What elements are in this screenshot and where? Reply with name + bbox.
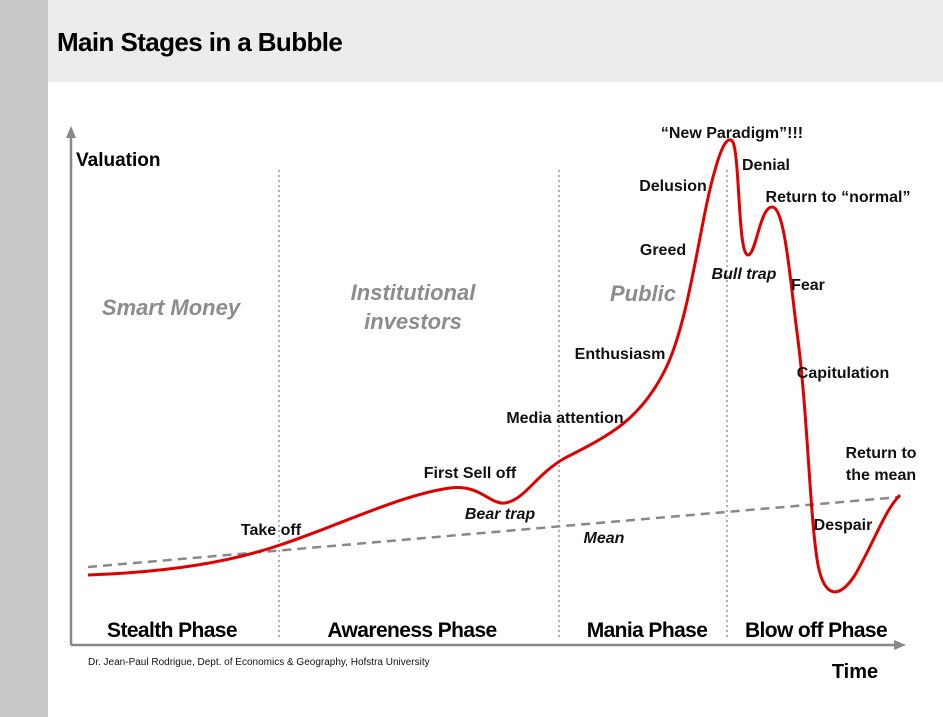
annotation: Bear trap [465,506,535,523]
phase-label: Stealth Phase [107,619,237,642]
annotation: First Sell off [424,465,517,482]
x-axis-label: Time [832,661,878,683]
slide-title: Main Stages in a Bubble [57,27,342,57]
investor-group: Smart Money [102,295,242,320]
annotation: Greed [640,242,686,259]
annotation: Delusion [639,178,707,195]
annotation: Take off [241,522,302,539]
annotation: Mean [584,530,625,547]
phase-label: Mania Phase [587,619,708,642]
y-axis-arrow [66,126,76,138]
annotation: Fear [791,277,825,294]
annotation: Enthusiasm [575,346,666,363]
y-axis-label: Valuation [76,150,160,171]
investor-group: investors [364,309,462,334]
bubble-curve [87,138,902,594]
annotation: the mean [846,467,916,484]
investor-group: Institutional [351,280,477,305]
annotation: Bull trap [712,266,777,283]
phase-label: Blow off Phase [745,619,887,642]
header-band [48,0,943,82]
annotation: Despair [814,517,873,534]
annotation: Media attention [506,410,623,427]
credit: Dr. Jean-Paul Rodrigue, Dept. of Economi… [88,657,430,668]
phase-label: Awareness Phase [327,619,496,642]
annotation: Return to “normal” [766,189,911,206]
x-axis-arrow [894,640,906,650]
annotation: Return to [845,445,916,462]
mean-line [87,495,901,569]
investor-group: Public [610,281,676,306]
side-bar [0,0,48,717]
annotation: “New Paradigm”!!! [661,125,803,142]
annotation: Denial [742,157,790,174]
annotation: Capitulation [797,365,889,382]
